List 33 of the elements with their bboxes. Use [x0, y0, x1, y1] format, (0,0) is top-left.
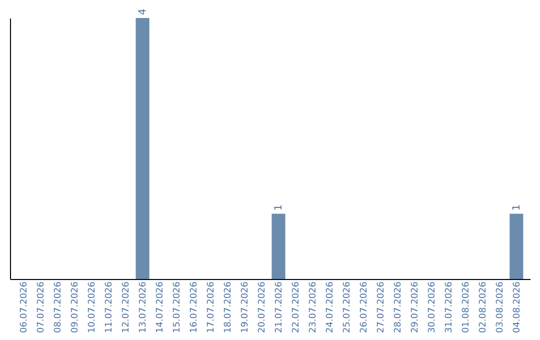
x-tick-label: 02.08.2026: [478, 281, 488, 334]
x-tick-label: 21.07.2026: [274, 281, 284, 334]
x-tick-label: 16.07.2026: [190, 281, 200, 334]
x-tick-label: 03.08.2026: [495, 281, 506, 334]
x-tick-label: 08.07.2026: [54, 281, 64, 334]
x-tick-label: 23.07.2026: [308, 281, 318, 334]
x-tick-label: 27.07.2026: [376, 281, 386, 334]
x-tick-label: 17.07.2026: [206, 281, 217, 334]
x-tick-label: 30.07.2026: [427, 281, 438, 334]
x-tick-label: 11.07.2026: [104, 281, 115, 334]
x-tick-label: 07.07.2026: [36, 281, 47, 334]
x-tick-label: 26.07.2026: [359, 281, 370, 334]
x-tick-label: 01.08.2026: [461, 281, 472, 334]
x-tick-label: 14.07.2026: [156, 281, 166, 334]
x-tick-label: 25.07.2026: [342, 281, 352, 334]
x-tick-label: 31.07.2026: [444, 281, 454, 334]
x-tick-label: 09.07.2026: [70, 281, 81, 334]
x-tick-label: 19.07.2026: [240, 281, 251, 334]
x-tick-label: 04.08.2026: [512, 281, 522, 334]
x-tick-label: 22.07.2026: [291, 281, 302, 334]
x-tick-label: 24.07.2026: [325, 281, 336, 334]
x-tick-label: 13.07.2026: [138, 281, 149, 334]
x-tick-label: 28.07.2026: [393, 281, 404, 334]
data-label: 4: [138, 8, 149, 15]
x-tick-label: 06.07.2026: [20, 281, 30, 334]
x-tick-label: 10.07.2026: [88, 281, 98, 334]
data-label: 1: [273, 204, 284, 211]
x-tick-label: 18.07.2026: [224, 281, 234, 334]
x-tick-label: 20.07.2026: [258, 281, 268, 334]
x-tick-label: 15.07.2026: [172, 281, 183, 334]
data-label: 1: [511, 204, 522, 211]
x-tick-label: 12.07.2026: [122, 281, 132, 334]
x-tick-label: 29.07.2026: [410, 281, 420, 334]
